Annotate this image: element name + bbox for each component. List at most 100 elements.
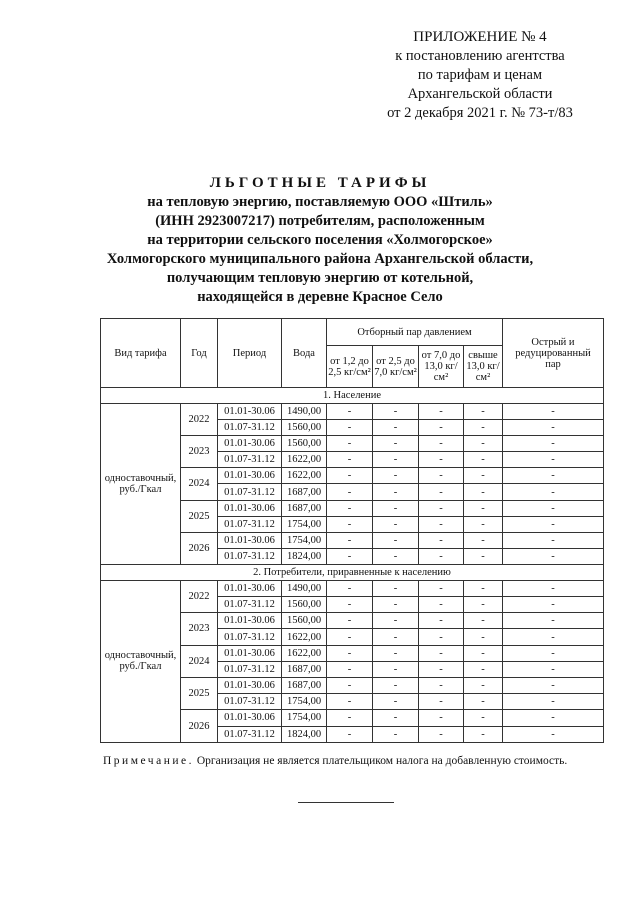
period-cell: 01.01-30.06 xyxy=(217,644,282,662)
steam-tariff-cell: - xyxy=(326,628,373,646)
steam-tariff-cell: - xyxy=(463,644,503,662)
steam-tariff-cell: - xyxy=(463,483,503,501)
section-title: 2. Потребители, приравненные к населению xyxy=(100,564,604,581)
steam-tariff-cell: - xyxy=(326,644,373,662)
water-tariff-cell: 1490,00 xyxy=(281,402,327,420)
steam-tariff-cell: - xyxy=(502,693,604,711)
steam-tariff-cell: - xyxy=(372,434,419,453)
period-cell: 01.01-30.06 xyxy=(217,579,282,598)
period-cell: 01.07-31.12 xyxy=(217,548,282,566)
steam-tariff-cell: - xyxy=(418,531,464,550)
heading-line: на тепловую энергию, поставляемую ООО «Ш… xyxy=(147,194,493,210)
steam-tariff-cell: - xyxy=(326,499,373,517)
heading-line: (ИНН 2923007217) потребителям, расположе… xyxy=(155,213,485,229)
steam-tariff-cell: - xyxy=(326,725,373,743)
steam-tariff-cell: - xyxy=(502,660,604,679)
heading-line: находящейся в деревне Красное Село xyxy=(197,289,443,305)
steam-tariff-cell: - xyxy=(463,515,503,534)
steam-tariff-cell: - xyxy=(418,434,464,453)
water-tariff-cell: 1754,00 xyxy=(281,709,327,727)
steam-tariff-cell: - xyxy=(372,531,419,550)
steam-tariff-cell: - xyxy=(463,676,503,695)
steam-tariff-cell: - xyxy=(418,483,464,501)
period-cell: 01.07-31.12 xyxy=(217,660,282,679)
steam-tariff-cell: - xyxy=(326,467,373,485)
steam-tariff-cell: - xyxy=(418,579,464,598)
note-label: Примечание. xyxy=(103,755,194,767)
period-cell: 01.07-31.12 xyxy=(217,451,282,469)
year-cell: 2026 xyxy=(180,709,218,743)
divider-line xyxy=(298,802,394,803)
steam-tariff-cell: - xyxy=(418,612,464,630)
water-tariff-cell: 1754,00 xyxy=(281,515,327,534)
water-tariff-cell: 1754,00 xyxy=(281,531,327,550)
heading-title: ЛЬГОТНЫЕ ТАРИФЫ xyxy=(209,175,431,191)
water-tariff-cell: 1622,00 xyxy=(281,628,327,646)
year-cell: 2022 xyxy=(180,579,218,614)
year-cell: 2023 xyxy=(180,612,218,646)
tariff-type: одноставочный, руб./Гкал xyxy=(100,402,181,566)
steam-tariff-cell: - xyxy=(463,451,503,469)
steam-tariff-cell: - xyxy=(502,402,604,420)
steam-tariff-cell: - xyxy=(326,709,373,727)
period-cell: 01.01-30.06 xyxy=(217,531,282,550)
water-tariff-cell: 1490,00 xyxy=(281,579,327,598)
steam-tariff-cell: - xyxy=(372,612,419,630)
appendix-line: по тарифам и ценам xyxy=(417,67,543,83)
period-cell: 01.01-30.06 xyxy=(217,499,282,517)
period-cell: 01.07-31.12 xyxy=(217,725,282,743)
period-cell: 01.01-30.06 xyxy=(217,402,282,420)
table-row: 2025 01.01-30.06 1687,00- - - - - xyxy=(101,499,604,534)
section-title: 1. Население xyxy=(100,387,604,404)
water-tariff-cell: 1824,00 xyxy=(281,725,327,743)
water-tariff-cell: 1687,00 xyxy=(281,499,327,517)
table-row: 01.07-31.12 1824,00- - - - - xyxy=(101,548,604,566)
steam-tariff-cell: - xyxy=(418,467,464,485)
steam-tariff-cell: - xyxy=(463,709,503,727)
steam-tariff-cell: - xyxy=(326,434,373,453)
steam-tariff-cell: - xyxy=(502,709,604,727)
steam-tariff-cell: - xyxy=(418,418,464,436)
steam-tariff-cell: - xyxy=(372,660,419,679)
steam-tariff-cell: - xyxy=(372,693,419,711)
period-cell: 01.07-31.12 xyxy=(217,596,282,614)
steam-tariff-cell: - xyxy=(326,402,373,420)
steam-tariff-cell: - xyxy=(372,596,419,614)
steam-tariff-cell: - xyxy=(326,579,373,598)
water-tariff-cell: 1560,00 xyxy=(281,596,327,614)
period-cell: 01.07-31.12 xyxy=(217,628,282,646)
steam-tariff-cell: - xyxy=(418,596,464,614)
note: Примечание. Организация не является плат… xyxy=(103,755,567,767)
steam-tariff-cell: - xyxy=(463,579,503,598)
header-year: Год xyxy=(180,318,218,388)
steam-tariff-cell: - xyxy=(326,531,373,550)
steam-tariff-cell: - xyxy=(372,483,419,501)
year-cell: 2026 xyxy=(180,531,218,566)
header-steam-4: свыше 13,0 кг/см² xyxy=(463,345,503,388)
steam-tariff-cell: - xyxy=(463,612,503,630)
steam-tariff-cell: - xyxy=(502,467,604,485)
steam-tariff-cell: - xyxy=(372,402,419,420)
steam-tariff-cell: - xyxy=(502,515,604,534)
steam-tariff-cell: - xyxy=(463,499,503,517)
steam-tariff-cell: - xyxy=(502,483,604,501)
period-cell: 01.01-30.06 xyxy=(217,467,282,485)
steam-tariff-cell: - xyxy=(372,467,419,485)
period-cell: 01.01-30.06 xyxy=(217,434,282,453)
steam-tariff-cell: - xyxy=(502,548,604,566)
steam-tariff-cell: - xyxy=(326,418,373,436)
steam-tariff-cell: - xyxy=(463,660,503,679)
year-cell: 2024 xyxy=(180,644,218,679)
steam-tariff-cell: - xyxy=(418,725,464,743)
steam-tariff-cell: - xyxy=(372,579,419,598)
steam-tariff-cell: - xyxy=(418,515,464,534)
steam-tariff-cell: - xyxy=(326,483,373,501)
table-row: 2025 01.01-30.06 1687,00- - - - - xyxy=(101,676,604,711)
steam-tariff-cell: - xyxy=(418,676,464,695)
header-steam-1: от 1,2 до 2,5 кг/см² xyxy=(326,345,373,388)
period-cell: 01.07-31.12 xyxy=(217,418,282,436)
steam-tariff-cell: - xyxy=(463,418,503,436)
year-cell: 2025 xyxy=(180,499,218,534)
steam-tariff-cell: - xyxy=(463,402,503,420)
steam-tariff-cell: - xyxy=(502,434,604,453)
